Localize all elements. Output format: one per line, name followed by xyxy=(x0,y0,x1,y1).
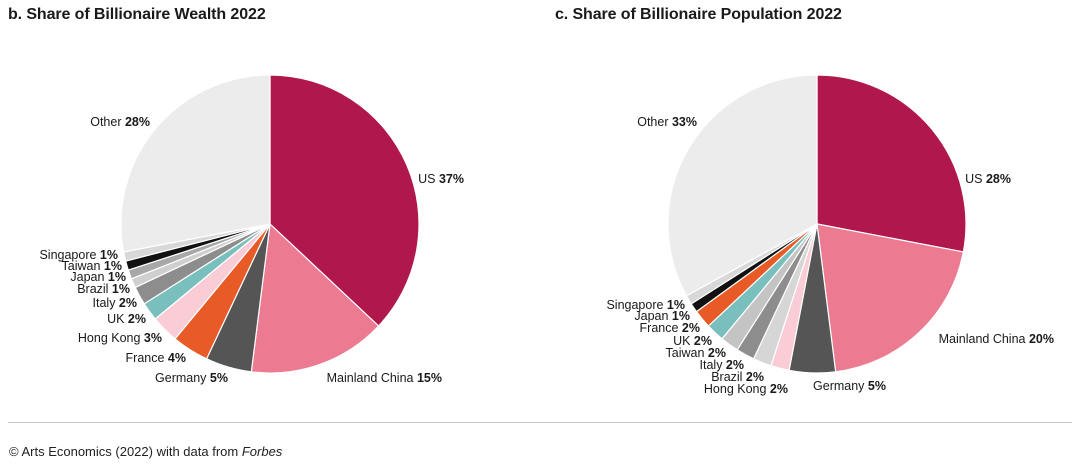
slice-label-name: Taiwan xyxy=(62,259,104,273)
slice-label-japan: Japan 1% xyxy=(70,270,126,284)
slice-label-value: 2% xyxy=(746,370,764,384)
pie-slice-mainland-china xyxy=(816,223,965,373)
slice-label-value: 5% xyxy=(868,379,886,393)
slice-label-value: 1% xyxy=(104,259,122,273)
slice-label-name: US xyxy=(965,172,986,186)
slice-label-value: 15% xyxy=(417,371,442,385)
slice-label-us: US 37% xyxy=(418,172,464,186)
slice-label-germany: Germany 5% xyxy=(155,371,228,385)
slice-label-mainland-china: Mainland China 20% xyxy=(939,332,1054,346)
slice-label-germany: Germany 5% xyxy=(813,379,886,393)
slice-label-value: 2% xyxy=(119,296,137,310)
slice-label-name: Hong Kong xyxy=(704,382,770,396)
slice-label-value: 3% xyxy=(144,331,162,345)
pie-slice-mainland-china xyxy=(250,222,380,374)
slice-label-value: 33% xyxy=(672,115,697,129)
slice-label-name: Singapore xyxy=(39,248,99,262)
slice-label-value: 2% xyxy=(708,346,726,360)
slice-label-hong-kong: Hong Kong 3% xyxy=(78,331,162,345)
slice-label-value: 1% xyxy=(672,309,690,323)
slice-label-name: Brazil xyxy=(711,370,746,384)
slice-label-value: 2% xyxy=(682,321,700,335)
slice-label-value: 37% xyxy=(439,172,464,186)
source-publication: Forbes xyxy=(241,444,283,459)
source-note: © Arts Economics (2022) with data from F… xyxy=(9,444,282,459)
slice-label-name: Japan xyxy=(634,309,672,323)
slice-label-brazil: Brazil 2% xyxy=(711,370,764,384)
slice-label-name: Japan xyxy=(70,270,108,284)
slice-label-japan: Japan 1% xyxy=(634,309,690,323)
divider xyxy=(8,422,1072,423)
slice-label-uk: UK 2% xyxy=(673,334,712,348)
slice-label-brazil: Brazil 1% xyxy=(77,282,130,296)
slice-label-france: France 4% xyxy=(126,351,186,365)
chart-title-wealth: b. Share of Billionaire Wealth 2022 xyxy=(8,6,266,23)
slice-label-name: Brazil xyxy=(77,282,112,296)
slice-label-value: 1% xyxy=(667,298,685,312)
pie-slice-other xyxy=(120,74,271,253)
slice-label-france: France 2% xyxy=(640,321,700,335)
slice-label-name: UK xyxy=(107,312,128,326)
chart-title-population: c. Share of Billionaire Population 2022 xyxy=(555,6,842,23)
slice-label-name: France xyxy=(640,321,682,335)
slice-label-us: US 28% xyxy=(965,172,1011,186)
slice-label-value: 1% xyxy=(108,270,126,284)
slice-label-value: 28% xyxy=(125,115,150,129)
pie-chart-wealth: US 37% Mainland China 15% Germany 5% France… xyxy=(39,74,464,385)
slice-label-name: Italy xyxy=(700,358,726,372)
slice-label-value: 28% xyxy=(986,172,1011,186)
pie-chart-population: US 28% Mainland China 20% Germany 5% Hong K… xyxy=(606,74,1054,396)
slice-label-value: 4% xyxy=(168,351,186,365)
slice-label-name: US xyxy=(418,172,439,186)
slice-label-name: UK xyxy=(673,334,694,348)
slice-label-value: 1% xyxy=(112,282,130,296)
slice-label-name: France xyxy=(126,351,168,365)
pie-slice-other xyxy=(667,74,818,297)
slice-label-name: Mainland China xyxy=(327,371,417,385)
slice-label-singapore: Singapore 1% xyxy=(606,298,685,312)
slice-label-value: 2% xyxy=(128,312,146,326)
slice-label-singapore: Singapore 1% xyxy=(39,248,118,262)
slice-label-taiwan: Taiwan 1% xyxy=(62,259,122,273)
slice-label-name: Germany xyxy=(155,371,210,385)
slice-label-name: Singapore xyxy=(606,298,666,312)
slice-label-name: Hong Kong xyxy=(78,331,144,345)
slice-label-other: Other 28% xyxy=(90,115,150,129)
slice-label-value: 20% xyxy=(1029,332,1054,346)
slice-label-uk: UK 2% xyxy=(107,312,146,326)
slice-label-other: Other 33% xyxy=(637,115,697,129)
slice-label-italy: Italy 2% xyxy=(700,358,744,372)
pie-slice-us xyxy=(816,74,967,253)
slice-label-name: Taiwan xyxy=(666,346,708,360)
slice-label-name: Other xyxy=(637,115,672,129)
slice-label-italy: Italy 2% xyxy=(93,296,137,310)
slice-label-name: Italy xyxy=(93,296,119,310)
slice-label-value: 2% xyxy=(726,358,744,372)
pie-slice-us xyxy=(269,74,420,327)
slice-label-mainland-china: Mainland China 15% xyxy=(327,371,442,385)
slice-label-name: Germany xyxy=(813,379,868,393)
slice-label-name: Mainland China xyxy=(939,332,1029,346)
slice-label-hong-kong: Hong Kong 2% xyxy=(704,382,788,396)
slice-label-name: Other xyxy=(90,115,125,129)
slice-label-value: 5% xyxy=(210,371,228,385)
slice-label-value: 2% xyxy=(694,334,712,348)
slice-label-value: 2% xyxy=(770,382,788,396)
slice-label-taiwan: Taiwan 2% xyxy=(666,346,726,360)
slice-label-value: 1% xyxy=(100,248,118,262)
source-text: © Arts Economics (2022) with data from xyxy=(9,444,242,459)
